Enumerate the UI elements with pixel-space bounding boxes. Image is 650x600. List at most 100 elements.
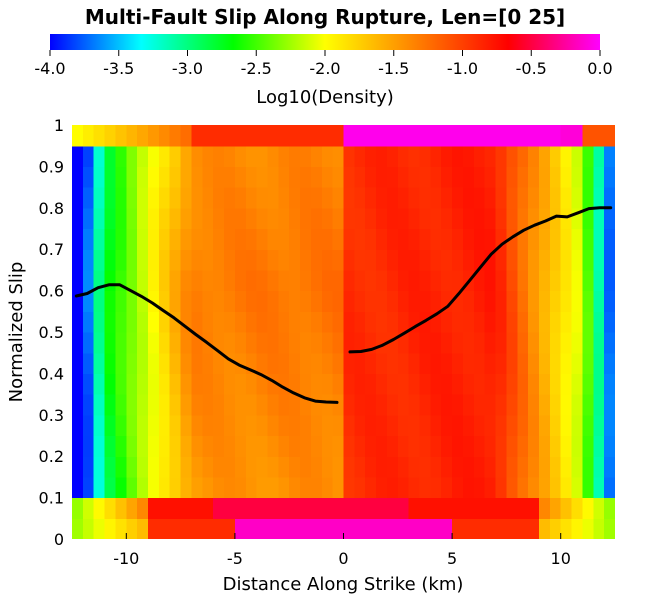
heatmap-cell — [517, 269, 529, 292]
heatmap-cell — [158, 207, 171, 230]
heatmap-cell — [538, 352, 551, 374]
heatmap-cell — [93, 125, 106, 147]
heatmap-cell — [354, 476, 366, 499]
heatmap-cell — [72, 332, 84, 354]
heatmap-cell — [202, 352, 214, 374]
heatmap-cell — [365, 166, 377, 188]
heatmap-cell — [202, 373, 214, 395]
heatmap-cell — [234, 125, 247, 147]
heatmap-cell — [343, 311, 355, 333]
heatmap-cell — [571, 518, 584, 539]
heatmap-cell — [245, 518, 258, 539]
heatmap-cell — [104, 269, 117, 292]
heatmap-cell — [473, 311, 486, 333]
heatmap-cell — [549, 166, 562, 188]
heatmap-cell — [148, 456, 160, 478]
heatmap-cell — [538, 207, 551, 230]
heatmap-cell — [126, 290, 138, 312]
heatmap-cell — [191, 290, 203, 312]
heatmap-cell — [104, 373, 117, 395]
heatmap-cell — [310, 187, 323, 209]
heatmap-cell — [267, 166, 279, 188]
heatmap-cell — [115, 456, 127, 478]
heatmap-cell — [430, 476, 442, 499]
heatmap-cell — [202, 187, 214, 209]
heatmap-cell — [462, 414, 475, 437]
heatmap-cell — [300, 518, 312, 539]
heatmap-cell — [386, 352, 399, 374]
heatmap-cell — [256, 476, 269, 499]
heatmap-cell — [224, 373, 236, 395]
heatmap-cell — [441, 476, 453, 499]
heatmap-cell — [376, 228, 388, 250]
heatmap-cell — [376, 414, 388, 437]
heatmap-cell — [180, 166, 193, 188]
heatmap-cell — [343, 290, 355, 312]
heatmap-cell — [560, 373, 573, 395]
heatmap-cell — [430, 497, 442, 519]
heatmap-cell — [332, 518, 345, 539]
heatmap-cell — [289, 497, 301, 519]
heatmap-cell — [538, 435, 551, 457]
heatmap-cell — [93, 497, 106, 519]
heatmap-cell — [300, 145, 312, 167]
heatmap-cell — [397, 228, 410, 250]
heatmap-cell — [300, 311, 312, 333]
heatmap-cell — [224, 414, 236, 437]
heatmap-cell — [104, 187, 117, 209]
heatmap-cell — [310, 435, 323, 457]
heatmap-cell — [213, 497, 225, 519]
heatmap-cell — [462, 145, 475, 167]
heatmap-cell — [430, 414, 442, 437]
heatmap-cell — [397, 269, 410, 292]
heatmap-cell — [604, 187, 615, 209]
heatmap-cell — [495, 166, 507, 188]
heatmap-cell — [365, 145, 377, 167]
heatmap-cell — [93, 414, 106, 437]
heatmap-cell — [245, 373, 258, 395]
heatmap-cell — [289, 435, 301, 457]
heatmap-cell — [191, 497, 203, 519]
heatmap-cell — [365, 435, 377, 457]
heatmap-cell — [528, 456, 540, 478]
heatmap-cell — [267, 435, 279, 457]
heatmap-cell — [484, 145, 497, 167]
heatmap-cell — [462, 311, 475, 333]
heatmap-cell — [408, 166, 421, 188]
heatmap-cell — [93, 394, 106, 416]
heatmap-cell — [224, 311, 236, 333]
heatmap-cell — [452, 311, 464, 333]
heatmap-cell — [93, 290, 106, 312]
heatmap-cell — [234, 269, 247, 292]
heatmap-cell — [430, 290, 442, 312]
heatmap-cell — [126, 311, 138, 333]
heatmap-cell — [582, 125, 594, 147]
heatmap-cell — [72, 187, 84, 209]
heatmap-cell — [343, 249, 355, 271]
heatmap-cell — [289, 290, 301, 312]
heatmap-cell — [137, 456, 149, 478]
heatmap-cell — [376, 269, 388, 292]
heatmap-cell — [582, 373, 594, 395]
heatmap-cell — [441, 435, 453, 457]
heatmap-cell — [104, 125, 117, 147]
heatmap-cell — [528, 166, 540, 188]
heatmap-cell — [343, 414, 355, 437]
heatmap-cell — [408, 414, 421, 437]
heatmap-cell — [419, 497, 431, 519]
y-tick-label: 0.7 — [39, 240, 64, 259]
heatmap-cell — [267, 145, 279, 167]
heatmap-cell — [560, 207, 573, 230]
heatmap-cell — [419, 394, 431, 416]
heatmap-cell — [386, 518, 399, 539]
heatmap-cell — [256, 352, 269, 374]
heatmap-cell — [441, 311, 453, 333]
heatmap-cell — [408, 249, 421, 271]
heatmap-cell — [473, 497, 486, 519]
heatmap-cell — [484, 435, 497, 457]
heatmap-cell — [234, 352, 247, 374]
heatmap-cell — [604, 145, 615, 167]
heatmap-cell — [267, 187, 279, 209]
heatmap-cell — [202, 207, 214, 230]
heatmap-cell — [224, 145, 236, 167]
